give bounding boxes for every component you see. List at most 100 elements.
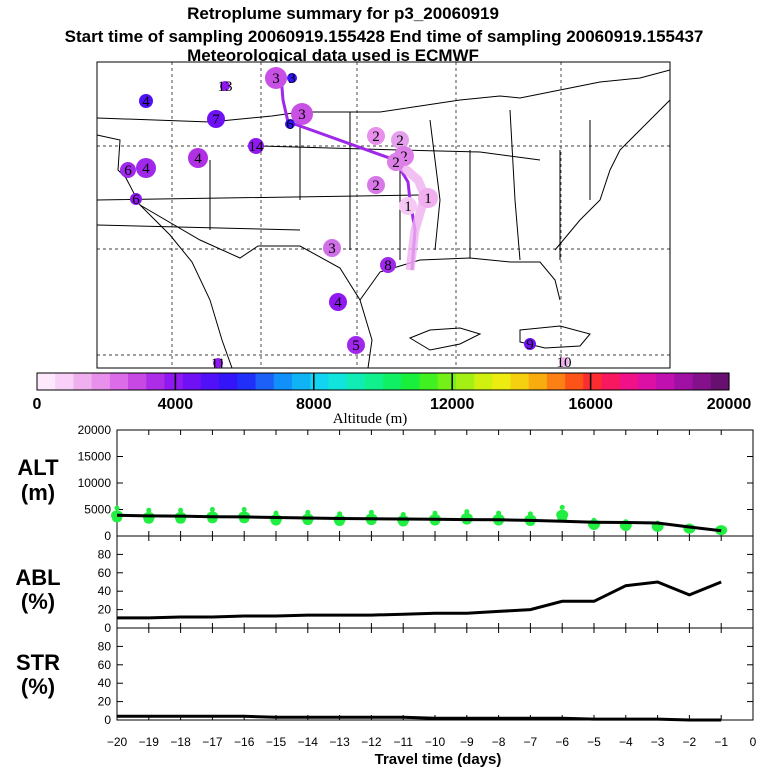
y-tick-label: 80 <box>98 547 112 561</box>
x-tick-label: −4 <box>619 735 633 749</box>
x-tick-label: −20 <box>107 735 128 749</box>
colorbar-swatch <box>656 373 675 390</box>
map-marker-label: 6 <box>132 192 140 208</box>
colorbar-swatch <box>91 373 111 390</box>
x-tick-label: −19 <box>139 735 160 749</box>
x-axis-label: Travel time (days) <box>375 751 502 768</box>
x-tick-label: −9 <box>460 735 474 749</box>
alt-point <box>368 509 374 515</box>
colorbar-swatch <box>565 373 584 390</box>
map-marker-label: 7 <box>212 112 220 128</box>
x-tick-label: −5 <box>587 735 601 749</box>
colorbar-swatch <box>474 373 493 390</box>
map-marker <box>120 162 136 178</box>
colorbar-swatch <box>73 373 93 390</box>
map-marker <box>399 197 417 215</box>
map-marker-label: 13 <box>218 79 233 95</box>
x-tick-label: −11 <box>393 735 413 749</box>
colorbar-swatch <box>346 373 366 390</box>
colorbar-swatch <box>419 373 439 390</box>
map-marker <box>291 103 313 125</box>
map-marker <box>287 73 297 83</box>
y-tick-label: 40 <box>98 584 112 598</box>
colorbar-swatch <box>601 373 621 390</box>
y-tick-label: 5000 <box>84 503 111 517</box>
colorbar-tick-label: 4000 <box>158 396 194 413</box>
y-tick-label: 0 <box>104 713 111 727</box>
colorbar-frame <box>36 372 730 391</box>
y-tick-label: 60 <box>98 566 112 580</box>
colorbar-swatch <box>492 373 512 390</box>
map-marker <box>207 110 225 128</box>
map-marker <box>139 94 153 108</box>
x-tick-label: −13 <box>329 735 350 749</box>
colorbar-swatch <box>528 373 548 390</box>
map-marker <box>418 188 438 208</box>
map-marker-label: 2 <box>372 129 380 145</box>
map-marker <box>391 131 409 149</box>
colorbar-tick-label: 20000 <box>707 396 752 413</box>
map-marker <box>323 239 341 257</box>
map-marker-label: 3 <box>298 107 306 123</box>
colorbar-swatch <box>55 373 75 390</box>
alt-point <box>305 509 311 515</box>
y-tick-label: 20000 <box>78 423 112 437</box>
map-marker <box>329 293 347 311</box>
map-marker <box>265 67 287 89</box>
map-marker-label: 2 <box>372 178 380 194</box>
title-line-3: Meteorological data used is ECMWF <box>187 46 479 65</box>
colorbar-tick-label: 0 <box>33 396 42 413</box>
alt-label: ALT <box>17 455 59 480</box>
map-marker-label: 3 <box>328 241 336 257</box>
abl-panel: ABL (%) 0 20 40 60 80 <box>15 535 754 635</box>
alt-point <box>334 518 345 527</box>
x-tick-label: −1 <box>714 735 728 749</box>
colorbar-swatch <box>674 373 694 390</box>
map-marker-label: 3 <box>272 71 280 87</box>
y-tick-label: 60 <box>98 658 112 672</box>
x-tick-label: −14 <box>298 735 319 749</box>
colorbar-tick-label: 8000 <box>296 396 332 413</box>
x-tick-label: −8 <box>492 735 506 749</box>
colorbar-label: Altitude (m) <box>333 411 408 427</box>
map-marker <box>559 357 569 367</box>
y-tick-label: 80 <box>98 639 112 653</box>
map-marker-label: 4 <box>142 161 150 177</box>
colorbar-swatch <box>219 373 238 390</box>
colorbar-swatch <box>383 373 402 390</box>
colorbar-swatch <box>128 373 147 390</box>
map-marker-label: 14 <box>249 139 265 155</box>
map-coastlines-borders <box>96 69 671 369</box>
map-marker-label: 11 <box>211 356 225 372</box>
abl-unit: (%) <box>21 589 55 614</box>
alt-panel: ALT (m) 0 5000 10000 15000 20000 <box>17 423 754 543</box>
colorbar-swatch <box>109 373 129 390</box>
alt-point <box>559 504 565 510</box>
str-unit: (%) <box>21 674 55 699</box>
map-marker-label: 6 <box>286 117 294 133</box>
colorbar-swatch <box>37 373 56 390</box>
colorbar-swatch <box>455 373 475 390</box>
alt-point <box>620 522 631 531</box>
map-marker <box>188 148 208 168</box>
x-tick-label: −6 <box>555 735 569 749</box>
x-tick-label: −15 <box>266 735 287 749</box>
y-tick-label: 20 <box>98 695 112 709</box>
map-marker-label: 4 <box>334 295 342 311</box>
map-marker-label: 1 <box>404 199 412 215</box>
y-tick-label: 15000 <box>78 450 112 464</box>
colorbar-swatch <box>710 373 730 390</box>
map-marker-label: 3 <box>288 71 296 87</box>
colorbar-swatch <box>328 373 348 390</box>
alt-point <box>273 510 279 516</box>
map-marker-label: 2 <box>400 149 408 165</box>
map-marker <box>367 127 385 145</box>
colorbar-swatch <box>255 373 275 390</box>
x-axis: −20 −19 −18 −17 −16 −15 −14 −13 −12 −11 −10 −9 −8 −7−… <box>107 735 757 749</box>
x-tick-label: −3 <box>651 735 665 749</box>
alt-unit: (m) <box>21 480 55 505</box>
colorbar-swatch <box>437 373 457 390</box>
